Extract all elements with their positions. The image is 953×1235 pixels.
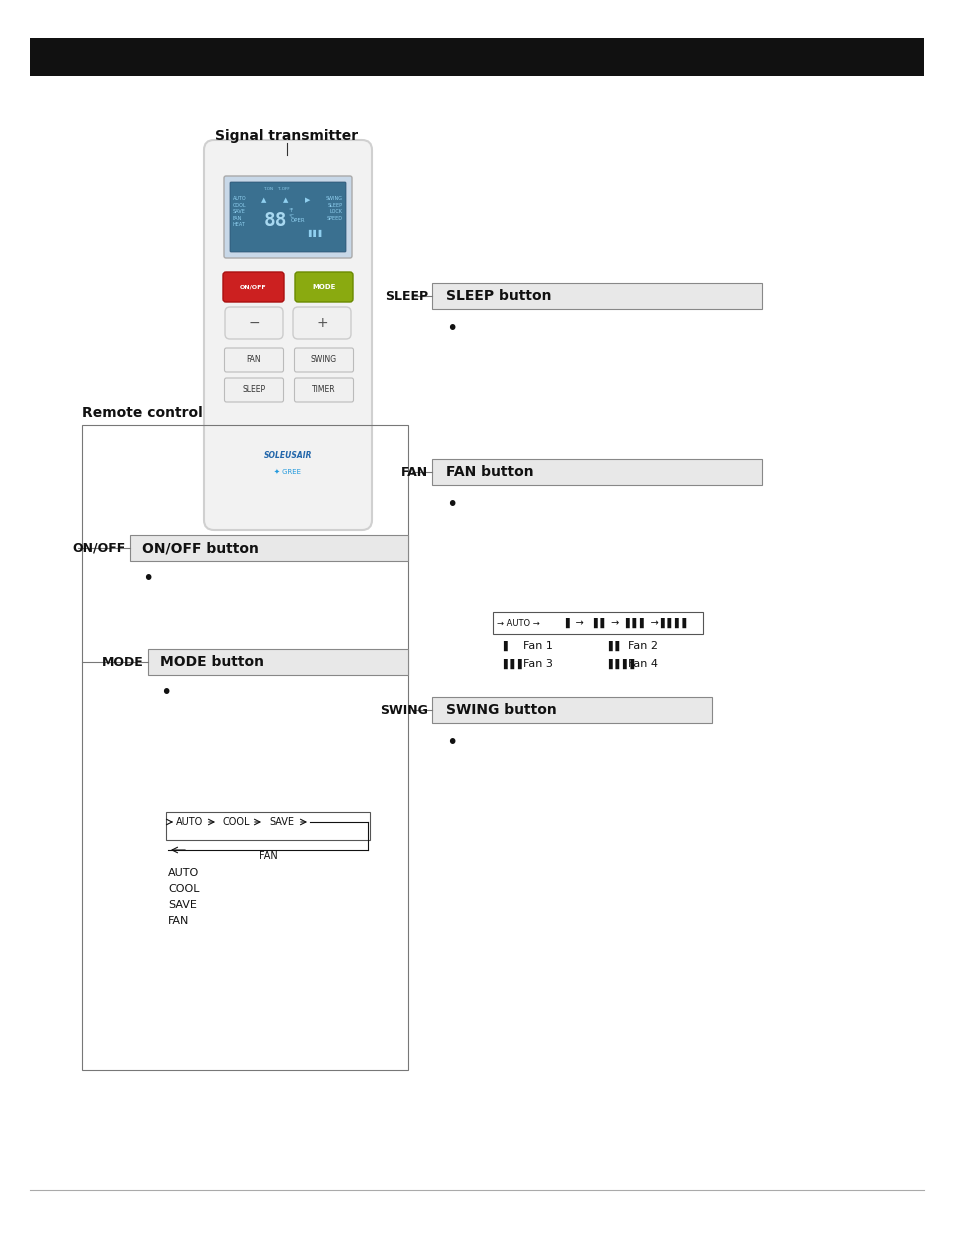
Text: ▶: ▶ (305, 198, 311, 203)
Text: SWING: SWING (379, 704, 428, 716)
Text: ▌▌▌ →: ▌▌▌ → (624, 618, 659, 629)
FancyBboxPatch shape (294, 272, 353, 303)
Text: ▲: ▲ (261, 198, 267, 203)
Text: ▌: ▌ (502, 641, 510, 651)
Text: •: • (446, 319, 456, 337)
Text: T-ON    T-OFF: T-ON T-OFF (262, 186, 289, 191)
FancyBboxPatch shape (230, 182, 346, 252)
Text: SLEEP button: SLEEP button (446, 289, 551, 303)
Text: Remote control: Remote control (82, 406, 203, 420)
Bar (432, 697, 711, 722)
Text: SWING
SLEEP
LOCK
SPEED: SWING SLEEP LOCK SPEED (326, 196, 343, 221)
Text: ▲: ▲ (283, 198, 289, 203)
Text: AUTO: AUTO (176, 818, 203, 827)
Text: ▌▌▌: ▌▌▌ (502, 659, 525, 669)
Text: COOL: COOL (222, 818, 250, 827)
Text: Fan 1: Fan 1 (522, 641, 553, 651)
Text: OPER: OPER (291, 217, 305, 222)
Text: ▌▌▌▌: ▌▌▌▌ (607, 659, 638, 669)
Bar (493, 613, 702, 634)
Text: FAN: FAN (247, 356, 261, 364)
Text: ✦ GREE: ✦ GREE (274, 469, 301, 475)
Text: FAN: FAN (258, 851, 277, 861)
Text: ▌▌▌: ▌▌▌ (308, 230, 324, 237)
Text: TIMER: TIMER (312, 385, 335, 394)
Text: •: • (446, 732, 456, 752)
Bar (30, 38, 923, 77)
Text: FAN button: FAN button (446, 466, 533, 479)
Text: −: − (248, 316, 259, 330)
FancyBboxPatch shape (223, 272, 284, 303)
Text: +: + (315, 316, 328, 330)
Text: •: • (160, 683, 172, 701)
FancyBboxPatch shape (293, 308, 351, 338)
Text: FAN: FAN (168, 916, 190, 926)
Text: AUTO: AUTO (168, 868, 199, 878)
Text: ▌▌ →: ▌▌ → (593, 618, 618, 629)
Bar (130, 535, 408, 561)
Text: COOL: COOL (168, 884, 199, 894)
Bar (148, 650, 408, 676)
Text: → AUTO →: → AUTO → (497, 619, 539, 627)
Text: Fan 4: Fan 4 (627, 659, 658, 669)
Text: SAVE: SAVE (269, 818, 294, 827)
Text: ▌ →: ▌ → (564, 618, 583, 629)
Text: °F
°C: °F °C (289, 207, 294, 219)
Text: FAN: FAN (400, 466, 428, 478)
Text: MODE: MODE (102, 656, 144, 668)
Text: •: • (446, 494, 456, 514)
FancyBboxPatch shape (224, 177, 352, 258)
Text: ▌▌: ▌▌ (607, 641, 622, 651)
FancyBboxPatch shape (204, 140, 372, 530)
Bar (166, 811, 370, 840)
Bar (82, 425, 408, 1070)
FancyBboxPatch shape (224, 378, 283, 403)
Text: ▌▌▌▌: ▌▌▌▌ (659, 618, 689, 629)
Text: SLEEP: SLEEP (242, 385, 265, 394)
Text: Fan 2: Fan 2 (627, 641, 658, 651)
Text: MODE button: MODE button (160, 655, 264, 669)
Text: ON/OFF: ON/OFF (240, 284, 267, 289)
Text: SLEEP: SLEEP (384, 289, 428, 303)
Text: AUTO
COOL
SAVE
FAN
HEAT: AUTO COOL SAVE FAN HEAT (233, 196, 247, 227)
Text: ON/OFF: ON/OFF (72, 541, 126, 555)
FancyBboxPatch shape (294, 348, 354, 372)
FancyBboxPatch shape (224, 348, 283, 372)
Bar (432, 283, 761, 309)
FancyBboxPatch shape (225, 308, 283, 338)
FancyBboxPatch shape (294, 378, 354, 403)
Text: MODE: MODE (312, 284, 335, 290)
Text: •: • (142, 568, 153, 588)
Text: SWING button: SWING button (446, 703, 557, 718)
Text: Signal transmitter: Signal transmitter (215, 128, 358, 143)
Text: ON/OFF button: ON/OFF button (142, 541, 258, 555)
Text: Fan 3: Fan 3 (522, 659, 553, 669)
Text: SOLEUSAIR: SOLEUSAIR (263, 451, 312, 459)
Text: SWING: SWING (311, 356, 336, 364)
Text: 88: 88 (264, 210, 288, 230)
Bar (432, 459, 761, 485)
Text: SAVE: SAVE (168, 900, 196, 910)
